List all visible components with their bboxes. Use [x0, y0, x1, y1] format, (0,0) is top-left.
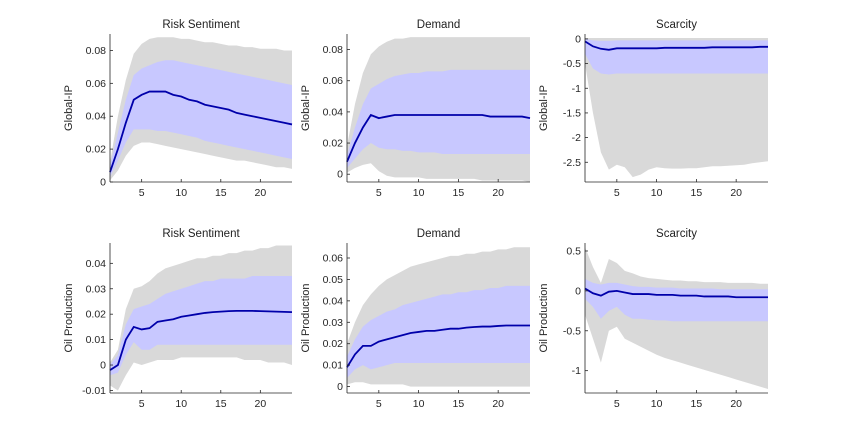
panel-title: Demand	[417, 228, 460, 240]
x-tick-label: 5	[614, 187, 620, 199]
x-tick-label: 20	[492, 398, 504, 410]
y-tick-label: 0	[100, 177, 106, 189]
y-tick-label: 0.02	[323, 138, 344, 150]
panel-6: 5 10 15 20 0.5 0 -0.5 -1 Scarcity Oil Production	[538, 228, 768, 410]
x-tick-label: 20	[255, 187, 267, 199]
median-response-line	[109, 90, 293, 173]
median-response-line	[346, 113, 531, 163]
y-tick-label: 0.04	[323, 295, 344, 307]
y-tick-label: 0.02	[86, 309, 107, 321]
y-tick-label: -0.5	[563, 325, 581, 337]
x-tick-label: 20	[730, 398, 742, 410]
inner-confidence-band	[585, 38, 768, 75]
median-response-line	[346, 324, 530, 368]
y-axis-label: Global-IP	[63, 85, 75, 131]
x-tick-label: 10	[651, 398, 663, 410]
x-tick-label: 5	[376, 187, 382, 199]
y-tick-label: 0.04	[86, 111, 107, 123]
y-tick-label: -1	[572, 83, 581, 95]
y-tick-label: 0	[100, 360, 106, 372]
panel-2: 5 10 15 20 0 0.02 0.04 0.06 0.08 Demand Global-IP	[300, 19, 531, 199]
x-tick-label: 10	[413, 187, 425, 199]
x-tick-label: 5	[376, 398, 382, 410]
y-tick-label: 0.02	[86, 144, 107, 156]
x-tick-label: 15	[215, 187, 227, 199]
x-tick-label: 15	[691, 187, 703, 199]
x-tick-label: 20	[492, 187, 504, 199]
y-tick-label: -2.5	[563, 157, 581, 169]
y-tick-label: -1	[572, 365, 581, 377]
x-tick-label: 15	[691, 398, 703, 410]
y-tick-label: 0.04	[86, 258, 107, 270]
inner-confidence-band	[585, 278, 768, 322]
y-tick-label: 0.01	[86, 334, 107, 346]
inner-confidence-band	[110, 60, 292, 178]
x-tick-label: 10	[175, 398, 187, 410]
y-tick-label: 0.02	[323, 338, 344, 350]
x-tick-label: 20	[255, 398, 267, 410]
y-tick-label: 0	[337, 169, 343, 181]
panel-5: 5 10 15 20 0 0.01 0.02 0.03 0.04 0.05 0.06 Demand Oi…	[300, 228, 530, 410]
y-tick-label: 0.06	[86, 78, 107, 90]
y-tick-label: 0.04	[323, 106, 344, 118]
y-tick-label: 0	[575, 285, 581, 297]
median-response-line	[584, 287, 768, 299]
y-tick-label: -0.01	[82, 385, 106, 397]
y-tick-label: 0.03	[86, 283, 107, 295]
y-tick-label: 0.08	[86, 45, 107, 57]
x-tick-label: 5	[614, 398, 620, 410]
x-tick-label: 5	[139, 398, 145, 410]
x-tick-label: 10	[175, 187, 187, 199]
y-tick-label: 0.03	[323, 317, 344, 329]
y-tick-label: 0.5	[566, 245, 581, 257]
y-tick-label: -0.5	[563, 58, 581, 70]
panel-title: Demand	[417, 19, 460, 31]
y-tick-label: 0.06	[323, 253, 344, 265]
panel-title: Risk Sentiment	[162, 228, 240, 240]
panel-title: Scarcity	[656, 19, 697, 31]
x-tick-label: 10	[413, 398, 425, 410]
y-tick-label: 0.05	[323, 274, 344, 286]
x-tick-label: 15	[453, 398, 465, 410]
y-tick-label: 0	[575, 33, 581, 45]
panel-title: Scarcity	[656, 228, 697, 240]
y-tick-label: -2	[572, 132, 581, 144]
y-axis-label: Global-IP	[300, 85, 312, 131]
x-tick-label: 5	[139, 187, 145, 199]
y-axis-label: Global-IP	[538, 85, 550, 131]
y-axis-label: Oil Production	[300, 283, 312, 352]
x-tick-label: 15	[215, 398, 227, 410]
inner-confidence-band	[347, 285, 530, 378]
median-response-line	[109, 309, 293, 371]
y-tick-label: 0.01	[323, 360, 344, 372]
inner-confidence-band	[347, 69, 530, 168]
inner-confidence-band	[110, 276, 292, 376]
panel-1: 5 10 15 20 0 0.02 0.04 0.06 0.08 Risk Sentiment Gl…	[63, 19, 293, 199]
x-tick-label: 20	[730, 187, 742, 199]
y-tick-label: 0	[337, 381, 343, 393]
median-response-line	[584, 40, 768, 51]
panel-3: 5 10 15 20 0 -0.5 -1 -1.5 -2 -2.5 Scarcity Global-I…	[538, 19, 768, 199]
y-axis-label: Oil Production	[63, 283, 75, 352]
panel-title: Risk Sentiment	[162, 19, 240, 31]
x-tick-label: 10	[651, 187, 663, 199]
y-tick-label: 0.08	[323, 44, 344, 56]
y-tick-label: 0.06	[323, 75, 344, 87]
panel-4: 5 10 15 20 -0.01 0 0.01 0.02 0.03 0.04 Risk Sentim…	[63, 228, 293, 410]
x-tick-label: 15	[453, 187, 465, 199]
y-tick-label: -1.5	[563, 107, 581, 119]
y-axis-label: Oil Production	[538, 283, 550, 352]
